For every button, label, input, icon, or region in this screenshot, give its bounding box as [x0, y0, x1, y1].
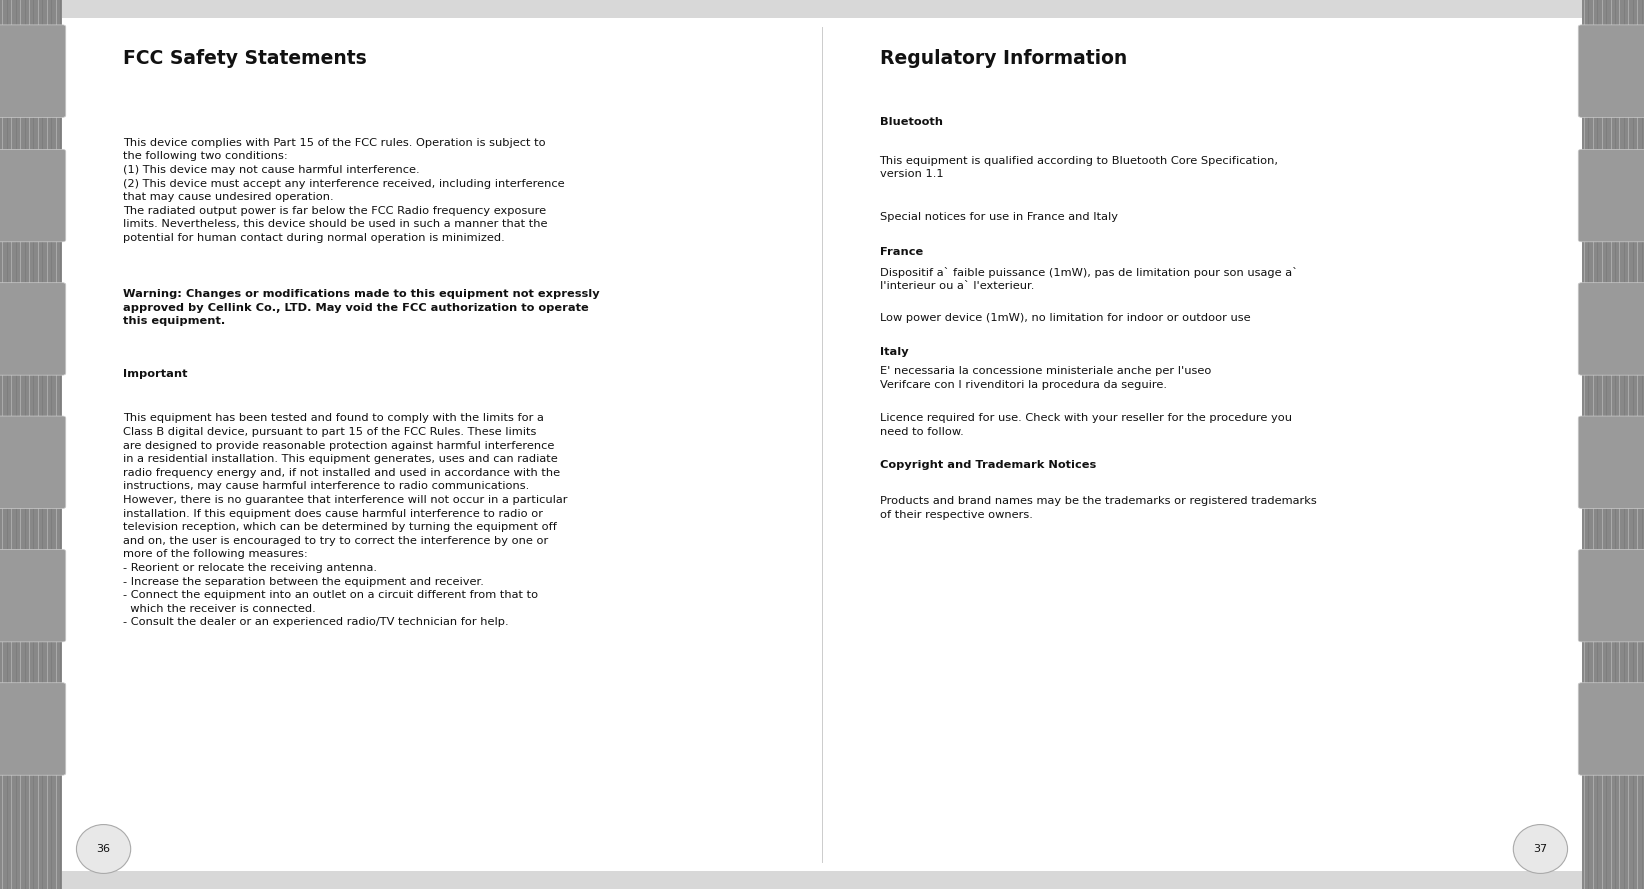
Text: Regulatory Information: Regulatory Information — [880, 49, 1126, 68]
FancyBboxPatch shape — [0, 149, 66, 242]
Text: Licence required for use. Check with your reseller for the procedure you
need to: Licence required for use. Check with you… — [880, 413, 1292, 437]
FancyBboxPatch shape — [1578, 549, 1644, 642]
FancyBboxPatch shape — [0, 283, 66, 375]
Text: Important: Important — [123, 369, 187, 379]
Text: This device complies with Part 15 of the FCC rules. Operation is subject to
the : This device complies with Part 15 of the… — [123, 138, 566, 243]
FancyBboxPatch shape — [0, 25, 66, 117]
FancyBboxPatch shape — [0, 416, 66, 509]
Text: Dispositif a` faible puissance (1mW), pas de limitation pour son usage a`
l'inte: Dispositif a` faible puissance (1mW), pa… — [880, 267, 1297, 292]
Ellipse shape — [76, 825, 132, 873]
Text: Bluetooth: Bluetooth — [880, 117, 942, 127]
Bar — [0, 0, 62, 889]
FancyBboxPatch shape — [1578, 683, 1644, 775]
Text: Warning: Changes or modifications made to this equipment not expressly
approved : Warning: Changes or modifications made t… — [123, 289, 600, 326]
Text: Italy: Italy — [880, 347, 907, 356]
Text: 37: 37 — [1534, 844, 1547, 854]
Text: E' necessaria la concessione ministeriale anche per l'useo
Verifcare con I riven: E' necessaria la concessione ministerial… — [880, 366, 1212, 390]
FancyBboxPatch shape — [1578, 149, 1644, 242]
FancyBboxPatch shape — [1578, 416, 1644, 509]
Text: Special notices for use in France and Italy: Special notices for use in France and It… — [880, 212, 1118, 221]
Text: Copyright and Trademark Notices: Copyright and Trademark Notices — [880, 460, 1097, 469]
FancyBboxPatch shape — [0, 549, 66, 642]
Text: Products and brand names may be the trademarks or registered trademarks
of their: Products and brand names may be the trad… — [880, 496, 1317, 520]
Text: FCC Safety Statements: FCC Safety Statements — [123, 49, 367, 68]
Text: Low power device (1mW), no limitation for indoor or outdoor use: Low power device (1mW), no limitation fo… — [880, 313, 1249, 323]
Text: This equipment has been tested and found to comply with the limits for a
Class B: This equipment has been tested and found… — [123, 413, 567, 628]
Text: This equipment is qualified according to Bluetooth Core Specification,
version 1: This equipment is qualified according to… — [880, 156, 1279, 180]
FancyBboxPatch shape — [1578, 25, 1644, 117]
Text: France: France — [880, 247, 922, 257]
Bar — [1582, 0, 1644, 889]
FancyBboxPatch shape — [1578, 283, 1644, 375]
Ellipse shape — [1512, 825, 1567, 873]
FancyBboxPatch shape — [0, 683, 66, 775]
Text: 36: 36 — [97, 844, 110, 854]
